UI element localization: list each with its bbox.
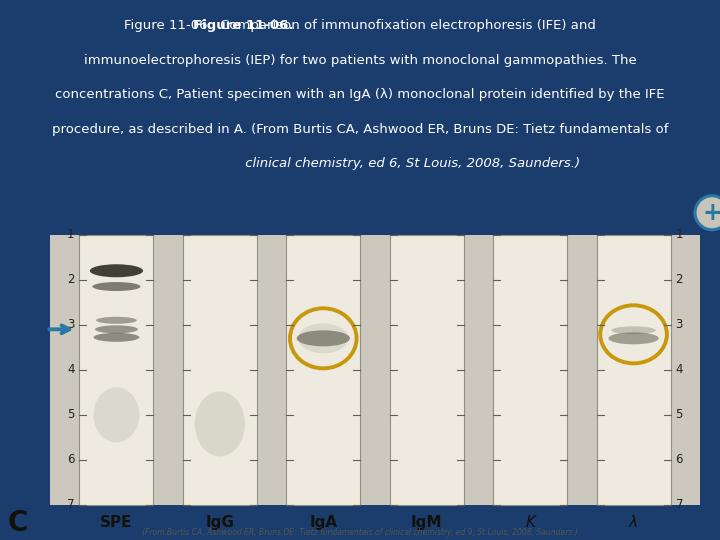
Bar [597, 235, 670, 505]
Text: IgM: IgM [411, 516, 443, 530]
Bar [50, 235, 700, 505]
Circle shape [695, 195, 720, 230]
Text: λ: λ [629, 516, 638, 530]
Text: 3: 3 [675, 318, 683, 332]
Text: concentrations C, Patient specimen with an IgA (λ) monoclonal protein identified: concentrations C, Patient specimen with … [55, 88, 665, 101]
Ellipse shape [95, 325, 138, 333]
Text: 6: 6 [67, 454, 74, 467]
Bar [390, 235, 464, 505]
Text: 4: 4 [67, 363, 74, 376]
Bar [493, 235, 567, 505]
Ellipse shape [90, 264, 143, 277]
Text: C: C [8, 509, 28, 537]
Text: 1: 1 [67, 228, 74, 241]
Text: 6: 6 [675, 454, 683, 467]
Text: 2: 2 [67, 273, 74, 286]
Text: IgG: IgG [205, 516, 234, 530]
Text: immunoelectrophoresis (IEP) for two patients with monoclonal gammopathies. The: immunoelectrophoresis (IEP) for two pati… [84, 53, 636, 66]
Text: K: K [525, 516, 535, 530]
Text: 3: 3 [67, 318, 74, 332]
Text: Figure 11-06.: Figure 11-06. [193, 19, 293, 32]
Ellipse shape [96, 317, 137, 324]
Ellipse shape [608, 332, 659, 345]
Text: 1: 1 [675, 228, 683, 241]
Text: IgA: IgA [309, 516, 338, 530]
Text: 4: 4 [675, 363, 683, 376]
Text: clinical chemistry, ed 6, St Louis, 2008, Saunders.): clinical chemistry, ed 6, St Louis, 2008… [140, 157, 580, 170]
Text: (From Burtis CA, Ashwood ER, Bruns DE: Tietz fundamentals of clinical chemistry,: (From Burtis CA, Ashwood ER, Bruns DE: T… [142, 529, 578, 537]
Text: 7: 7 [675, 498, 683, 511]
Text: +: + [702, 201, 720, 225]
Ellipse shape [297, 330, 350, 346]
Text: 5: 5 [675, 408, 683, 421]
Text: 5: 5 [67, 408, 74, 421]
Text: 7: 7 [67, 498, 74, 511]
Text: procedure, as described in A. (From Burtis CA, Ashwood ER, Bruns DE: Tietz funda: procedure, as described in A. (From Burt… [52, 123, 668, 136]
Text: Figure 11-06.  Comparison of immunofixation electrophoresis (IFE) and: Figure 11-06. Comparison of immunofixati… [124, 19, 596, 32]
Ellipse shape [94, 387, 140, 442]
Ellipse shape [298, 323, 348, 353]
Bar [183, 235, 257, 505]
Text: SPE: SPE [100, 516, 132, 530]
Text: Figure 11-06.  Comparison of immunofixation electrophoresis (IFE) and: Figure 11-06. Comparison of immunofixati… [93, 19, 627, 32]
Ellipse shape [92, 282, 140, 291]
Text: 2: 2 [675, 273, 683, 286]
Bar [287, 235, 360, 505]
Ellipse shape [611, 326, 656, 334]
Bar [79, 235, 153, 505]
Ellipse shape [194, 392, 245, 456]
Ellipse shape [94, 333, 140, 342]
